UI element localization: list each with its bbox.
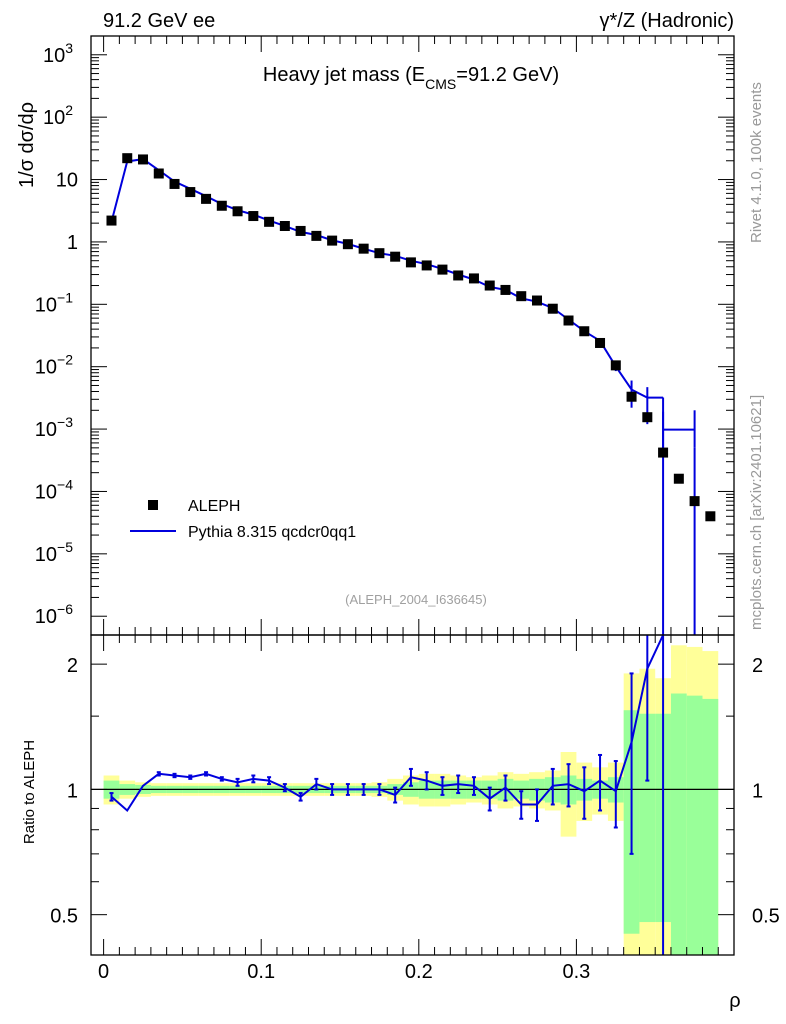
data-point <box>390 251 401 262</box>
data-point <box>658 447 669 458</box>
y-tick-label: 103 <box>43 40 73 67</box>
y-tick-label: 102 <box>43 102 73 129</box>
y-tick-label: 10−5 <box>35 539 73 566</box>
data-point <box>705 511 716 522</box>
data-point <box>579 326 590 337</box>
y-tick-label: 1 <box>67 232 78 254</box>
analysis-watermark: (ALEPH_2004_I636645) <box>345 592 487 607</box>
data-point <box>153 168 164 179</box>
plot-title: Heavy jet mass (ECMS=91.2 GeV) <box>263 64 559 92</box>
data-point <box>437 264 448 275</box>
data-point <box>342 239 353 250</box>
y-tick-label: 10 <box>56 170 78 192</box>
y-axis-label: 1/σ dσ/dρ <box>16 102 38 188</box>
data-point <box>232 206 243 217</box>
data-point <box>264 216 275 227</box>
data-point <box>642 412 653 423</box>
ratio-green-band <box>686 695 703 955</box>
ratio-plot-panel: 2 2 1 1 0.5 0.5 0 0.1 0.2 0.3 Ratio to ALEPH ρ <box>21 634 780 1012</box>
ratio-y-tick-label-left: 1 <box>67 780 78 802</box>
ratio-y-tick-label-left: 0.5 <box>50 906 78 928</box>
source-label: mcplots.cern.ch [arXiv:2401.10621] <box>748 395 765 630</box>
y-tick-label: 10−3 <box>35 414 73 441</box>
ratio-y-tick-label-right: 0.5 <box>752 906 780 928</box>
x-tick-label: 0.1 <box>247 961 275 983</box>
x-axis-label: ρ <box>729 990 740 1012</box>
ratio-y-tick-label-right: 1 <box>752 780 763 802</box>
data-point <box>484 280 495 291</box>
legend-marker-aleph <box>148 500 158 510</box>
data-point <box>516 291 527 302</box>
data-point <box>547 303 558 314</box>
rivet-version-label: Rivet 4.1.0, 100k events <box>748 82 765 243</box>
y-tick-label: 10−1 <box>35 289 73 316</box>
data-point <box>327 235 338 246</box>
header-right-label: γ*/Z (Hadronic) <box>600 10 734 32</box>
data-point <box>626 391 637 402</box>
x-tick-label: 0.2 <box>405 961 433 983</box>
x-tick-label: 0 <box>98 961 109 983</box>
data-point <box>311 230 322 241</box>
data-point <box>689 496 700 507</box>
data-point <box>248 211 259 222</box>
legend-label-pythia: Pythia 8.315 qcdcr0qq1 <box>188 524 356 541</box>
ratio-green-band <box>639 713 656 923</box>
y-tick-label: 10−2 <box>35 352 73 379</box>
data-point <box>358 243 369 254</box>
y-tick-label: 10−4 <box>35 476 73 503</box>
ratio-green-band <box>670 693 687 955</box>
legend: ALEPH Pythia 8.315 qcdcr0qq1 <box>130 498 356 541</box>
ratio-y-tick-label-left: 2 <box>67 655 78 677</box>
data-point <box>279 221 290 232</box>
data-point <box>169 178 180 189</box>
legend-label-aleph: ALEPH <box>188 498 240 515</box>
data-point <box>185 187 196 198</box>
data-point <box>610 360 621 371</box>
data-point <box>405 257 416 268</box>
x-tick-label: 0.3 <box>562 961 590 983</box>
data-point <box>122 153 133 164</box>
data-point <box>563 315 574 326</box>
data-point <box>201 193 212 204</box>
ratio-green-band <box>702 698 719 955</box>
data-point <box>374 248 385 259</box>
data-point <box>453 270 464 281</box>
data-point <box>106 215 117 226</box>
data-point <box>532 295 543 306</box>
data-point <box>138 154 149 165</box>
ratio-curve <box>110 634 665 813</box>
ratio-plot-frame <box>90 634 735 956</box>
data-point <box>421 260 432 271</box>
data-point <box>500 284 511 295</box>
data-point <box>295 225 306 236</box>
ratio-y-axis-label: Ratio to ALEPH <box>21 740 38 844</box>
header-left-label: 91.2 GeV ee <box>103 10 215 32</box>
y-tick-label: 10−6 <box>35 601 73 628</box>
data-point <box>673 473 684 484</box>
data-point <box>595 337 606 348</box>
data-point <box>468 273 479 284</box>
ratio-y-tick-label-right: 2 <box>752 655 763 677</box>
data-point <box>216 200 227 211</box>
